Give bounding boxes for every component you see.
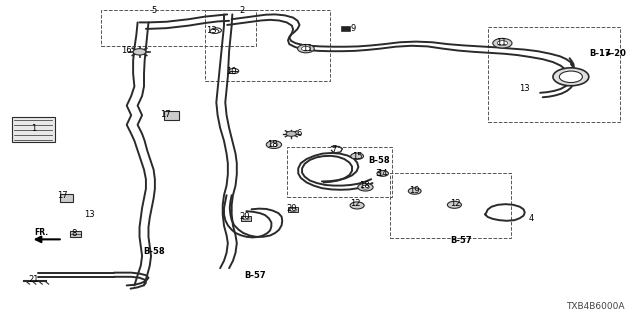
Bar — [164, 111, 179, 120]
Bar — [241, 216, 251, 221]
Circle shape — [493, 38, 512, 48]
Bar — [488, 27, 620, 122]
Bar — [60, 194, 73, 202]
Text: 8: 8 — [71, 229, 76, 238]
Circle shape — [298, 44, 314, 53]
Bar — [390, 173, 511, 238]
Text: B-17-20: B-17-20 — [589, 49, 626, 58]
Text: 12: 12 — [351, 199, 361, 208]
Circle shape — [408, 188, 421, 194]
Text: B-57: B-57 — [450, 236, 472, 245]
Text: 13: 13 — [84, 210, 95, 219]
Bar — [341, 26, 350, 31]
Text: 14: 14 — [378, 169, 388, 178]
Circle shape — [351, 153, 364, 159]
Bar — [205, 10, 330, 81]
Text: 15: 15 — [352, 152, 362, 161]
Text: TXB4B6000A: TXB4B6000A — [566, 302, 625, 311]
Text: 2: 2 — [239, 6, 244, 15]
Text: B-58: B-58 — [143, 247, 164, 256]
Text: 9: 9 — [351, 24, 356, 33]
Text: 7: 7 — [332, 145, 337, 154]
Text: 4: 4 — [529, 214, 534, 223]
Text: 17: 17 — [160, 110, 170, 119]
Text: 1: 1 — [31, 124, 36, 133]
Text: 18: 18 — [360, 181, 370, 190]
Bar — [288, 207, 298, 212]
Circle shape — [350, 202, 364, 209]
Circle shape — [211, 28, 221, 33]
Text: 11: 11 — [302, 44, 312, 53]
Text: 20: 20 — [239, 212, 250, 221]
Text: 19: 19 — [410, 186, 420, 195]
Bar — [12, 117, 55, 142]
Text: 13: 13 — [520, 84, 530, 93]
Circle shape — [301, 46, 310, 51]
Circle shape — [228, 68, 239, 74]
Text: 11: 11 — [497, 38, 507, 47]
Bar — [287, 147, 392, 197]
Bar — [101, 10, 256, 46]
Circle shape — [497, 41, 508, 46]
Circle shape — [266, 141, 282, 148]
Circle shape — [286, 131, 296, 136]
Text: 13: 13 — [206, 26, 216, 35]
Circle shape — [559, 71, 582, 83]
Text: 16: 16 — [122, 46, 132, 55]
Text: FR.: FR. — [35, 228, 49, 237]
Text: 12: 12 — [451, 199, 461, 208]
Text: 21: 21 — [28, 276, 38, 284]
Circle shape — [447, 201, 461, 208]
Text: 18: 18 — [267, 140, 277, 148]
Text: 5: 5 — [151, 6, 156, 15]
Bar — [70, 231, 81, 237]
Circle shape — [358, 183, 373, 191]
Text: B-58: B-58 — [368, 156, 390, 165]
Text: 20: 20 — [286, 204, 296, 213]
Text: 10: 10 — [227, 67, 237, 76]
Circle shape — [243, 217, 249, 220]
Circle shape — [210, 29, 219, 34]
Circle shape — [377, 171, 388, 176]
Circle shape — [362, 185, 369, 189]
Text: 6: 6 — [297, 129, 302, 138]
Text: B-57: B-57 — [244, 271, 266, 280]
Circle shape — [270, 143, 278, 147]
Circle shape — [133, 49, 146, 55]
Circle shape — [553, 68, 589, 86]
Text: 17: 17 — [58, 191, 68, 200]
Circle shape — [290, 208, 296, 212]
Text: 3: 3 — [375, 169, 380, 178]
